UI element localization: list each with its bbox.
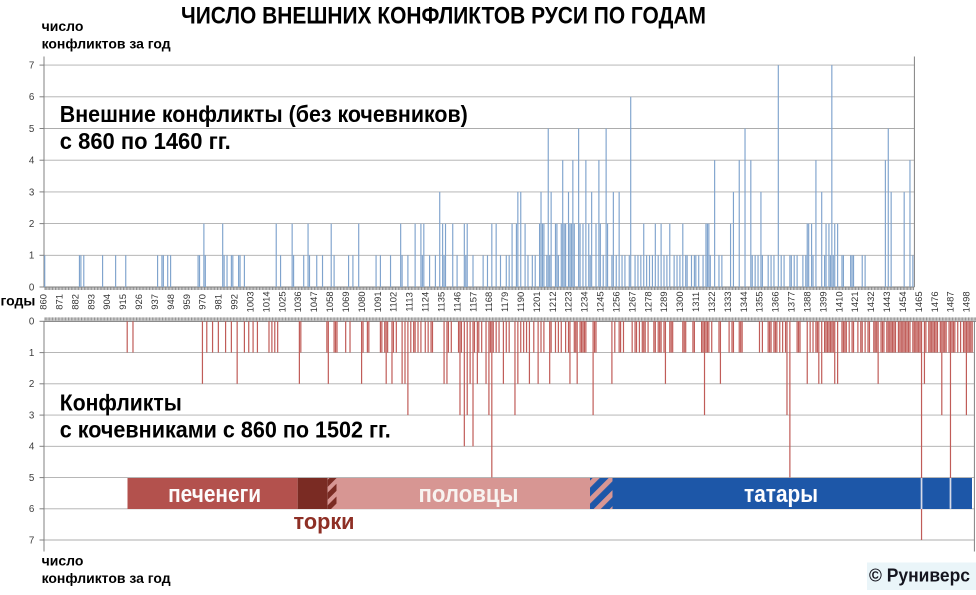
svg-text:1091: 1091	[372, 291, 383, 312]
svg-text:1366: 1366	[770, 291, 781, 312]
svg-text:1454: 1454	[897, 291, 908, 312]
svg-text:1388: 1388	[802, 291, 813, 312]
svg-text:торки: торки	[294, 509, 355, 534]
svg-text:1333: 1333	[722, 291, 733, 312]
svg-text:1245: 1245	[595, 291, 606, 312]
svg-text:с кочевниками с 860 по 1502 гг: с кочевниками с 860 по 1502 гг.	[60, 416, 391, 442]
svg-text:1487: 1487	[945, 291, 956, 312]
svg-text:904: 904	[101, 294, 112, 310]
svg-text:1: 1	[29, 348, 34, 359]
svg-text:6: 6	[29, 92, 35, 103]
svg-text:992: 992	[229, 294, 240, 310]
svg-text:1058: 1058	[324, 291, 335, 312]
svg-text:948: 948	[165, 294, 176, 310]
svg-text:1212: 1212	[547, 291, 558, 312]
svg-text:926: 926	[133, 294, 144, 310]
svg-text:годы: годы	[1, 292, 36, 308]
svg-text:1256: 1256	[611, 291, 622, 312]
svg-text:4: 4	[29, 442, 35, 453]
svg-text:1223: 1223	[563, 291, 574, 312]
svg-text:1135: 1135	[435, 292, 446, 312]
svg-text:1168: 1168	[483, 292, 494, 312]
svg-text:1146: 1146	[451, 292, 462, 312]
svg-text:конфликтов за год: конфликтов за год	[42, 36, 171, 52]
svg-text:871: 871	[53, 294, 64, 310]
svg-text:1014: 1014	[260, 291, 271, 312]
svg-text:981: 981	[213, 294, 224, 310]
svg-text:2: 2	[29, 379, 34, 390]
svg-text:970: 970	[197, 294, 208, 310]
svg-text:1498: 1498	[961, 291, 972, 312]
svg-text:1036: 1036	[292, 291, 303, 312]
svg-text:1432: 1432	[865, 291, 876, 312]
svg-text:1311: 1311	[690, 292, 701, 312]
svg-text:1047: 1047	[308, 291, 319, 312]
svg-text:1289: 1289	[658, 291, 669, 312]
svg-text:7: 7	[29, 61, 34, 72]
svg-text:0: 0	[29, 282, 35, 293]
svg-text:1355: 1355	[754, 291, 765, 312]
svg-text:1322: 1322	[706, 291, 717, 312]
svg-text:3: 3	[29, 187, 35, 198]
svg-text:число: число	[42, 18, 84, 34]
svg-text:1179: 1179	[499, 292, 510, 312]
svg-text:1399: 1399	[817, 291, 828, 312]
svg-text:860: 860	[38, 294, 49, 310]
svg-text:1080: 1080	[356, 291, 367, 312]
svg-text:1234: 1234	[579, 291, 590, 312]
svg-text:1377: 1377	[786, 291, 797, 312]
svg-text:1: 1	[29, 251, 34, 262]
svg-text:конфликтов за год: конфликтов за год	[42, 570, 171, 586]
svg-text:© Руниверс: © Руниверс	[869, 566, 970, 586]
svg-text:1069: 1069	[340, 291, 351, 312]
svg-text:5: 5	[29, 124, 35, 135]
svg-text:1267: 1267	[626, 291, 637, 312]
svg-text:4: 4	[29, 156, 35, 167]
svg-text:1300: 1300	[674, 291, 685, 312]
svg-text:число: число	[42, 552, 84, 568]
svg-text:937: 937	[149, 294, 160, 310]
svg-text:882: 882	[69, 294, 80, 310]
svg-text:3: 3	[29, 410, 35, 421]
svg-text:915: 915	[117, 294, 128, 310]
svg-text:Конфликты: Конфликты	[60, 389, 182, 415]
svg-text:1003: 1003	[244, 291, 255, 312]
svg-text:1278: 1278	[642, 291, 653, 312]
svg-text:Внешние конфликты (без кочевн: Внешние конфликты (без кочевников)	[60, 101, 468, 127]
svg-text:1421: 1421	[849, 291, 860, 312]
svg-text:2: 2	[29, 219, 34, 230]
svg-text:959: 959	[181, 294, 192, 310]
svg-text:5: 5	[29, 473, 35, 484]
svg-text:1344: 1344	[738, 291, 749, 312]
svg-text:1113: 1113	[404, 292, 415, 311]
svg-text:ЧИСЛО ВНЕШНИХ КОНФЛИКТОВ РУСИ: ЧИСЛО ВНЕШНИХ КОНФЛИКТОВ РУСИ ПО ГОДАМ	[181, 2, 706, 29]
svg-text:1102: 1102	[388, 292, 399, 312]
svg-text:1201: 1201	[531, 291, 542, 312]
svg-text:1410: 1410	[833, 291, 844, 312]
svg-text:1443: 1443	[881, 291, 892, 312]
svg-text:1190: 1190	[515, 292, 526, 312]
svg-text:с 860 по 1460 гг.: с 860 по 1460 гг.	[60, 128, 231, 154]
svg-text:7: 7	[29, 535, 34, 546]
svg-text:1124: 1124	[420, 292, 431, 312]
svg-text:татары: татары	[744, 481, 818, 508]
svg-text:половцы: половцы	[419, 481, 519, 508]
svg-text:печенеги: печенеги	[168, 481, 261, 508]
svg-text:893: 893	[85, 294, 96, 310]
svg-text:1157: 1157	[467, 292, 478, 312]
svg-text:1025: 1025	[276, 291, 287, 312]
svg-text:6: 6	[29, 504, 35, 515]
svg-text:1476: 1476	[929, 291, 940, 312]
svg-text:0: 0	[29, 317, 35, 328]
svg-text:1465: 1465	[913, 291, 924, 312]
